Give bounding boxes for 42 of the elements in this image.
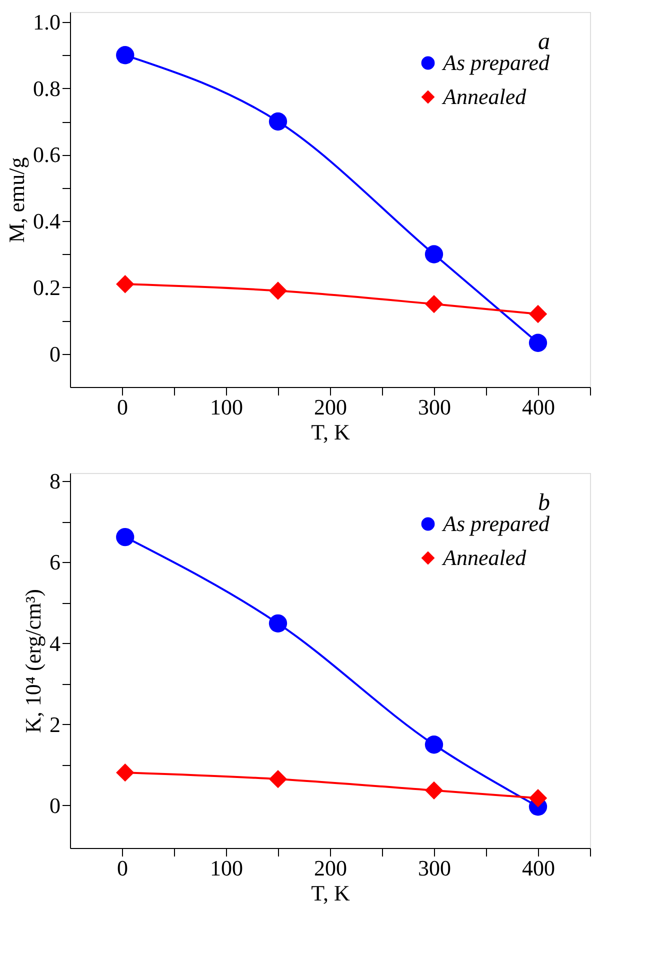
y-tick-label: 0 (50, 792, 60, 818)
y-tick-label: 4 (50, 630, 60, 656)
x-tick-label: 200 (314, 856, 347, 880)
x-tick-label: 400 (522, 856, 555, 880)
legend-label: Annealed (441, 84, 528, 109)
point (268, 614, 288, 632)
point (424, 245, 444, 264)
y-tick-label: 6 (50, 550, 60, 575)
point (528, 304, 548, 324)
point (268, 770, 288, 788)
point (268, 282, 288, 300)
point (116, 764, 134, 782)
point (116, 275, 134, 294)
point (528, 789, 548, 808)
x-axis-title: T, K (311, 420, 350, 444)
x-tick-label: 100 (210, 394, 243, 420)
x-axis-title: T, K (311, 880, 350, 906)
point (424, 294, 444, 314)
legend-label: Annealed (441, 545, 528, 570)
x-tick-label: 200 (314, 394, 347, 420)
y-tick-label: 0.2 (33, 274, 60, 300)
y-tick-label: 8 (50, 468, 60, 494)
y-tick-label: 0.6 (33, 142, 60, 168)
x-tick-label: 100 (210, 856, 243, 880)
point (528, 334, 548, 352)
y-axis-title: K, 10⁴ (erg/cm³) (20, 589, 46, 733)
point (424, 736, 444, 754)
y-tick-label: 0.8 (33, 76, 60, 101)
y-tick-label: 1.0 (33, 9, 60, 34)
x-tick-label: 400 (522, 394, 555, 420)
x-tick-label: 0 (117, 394, 128, 420)
x-tick-label: 300 (418, 394, 451, 420)
point (268, 112, 288, 131)
x-tick-label: 0 (117, 856, 128, 880)
y-tick-label: 0 (50, 341, 60, 366)
y-tick-label: 2 (50, 712, 60, 737)
y-tick-label: 0.4 (33, 208, 60, 234)
x-tick-label: 300 (418, 856, 451, 880)
y-axis-title: M, emu/g (4, 157, 29, 243)
point (424, 781, 444, 800)
point (116, 528, 134, 546)
point (116, 46, 134, 64)
